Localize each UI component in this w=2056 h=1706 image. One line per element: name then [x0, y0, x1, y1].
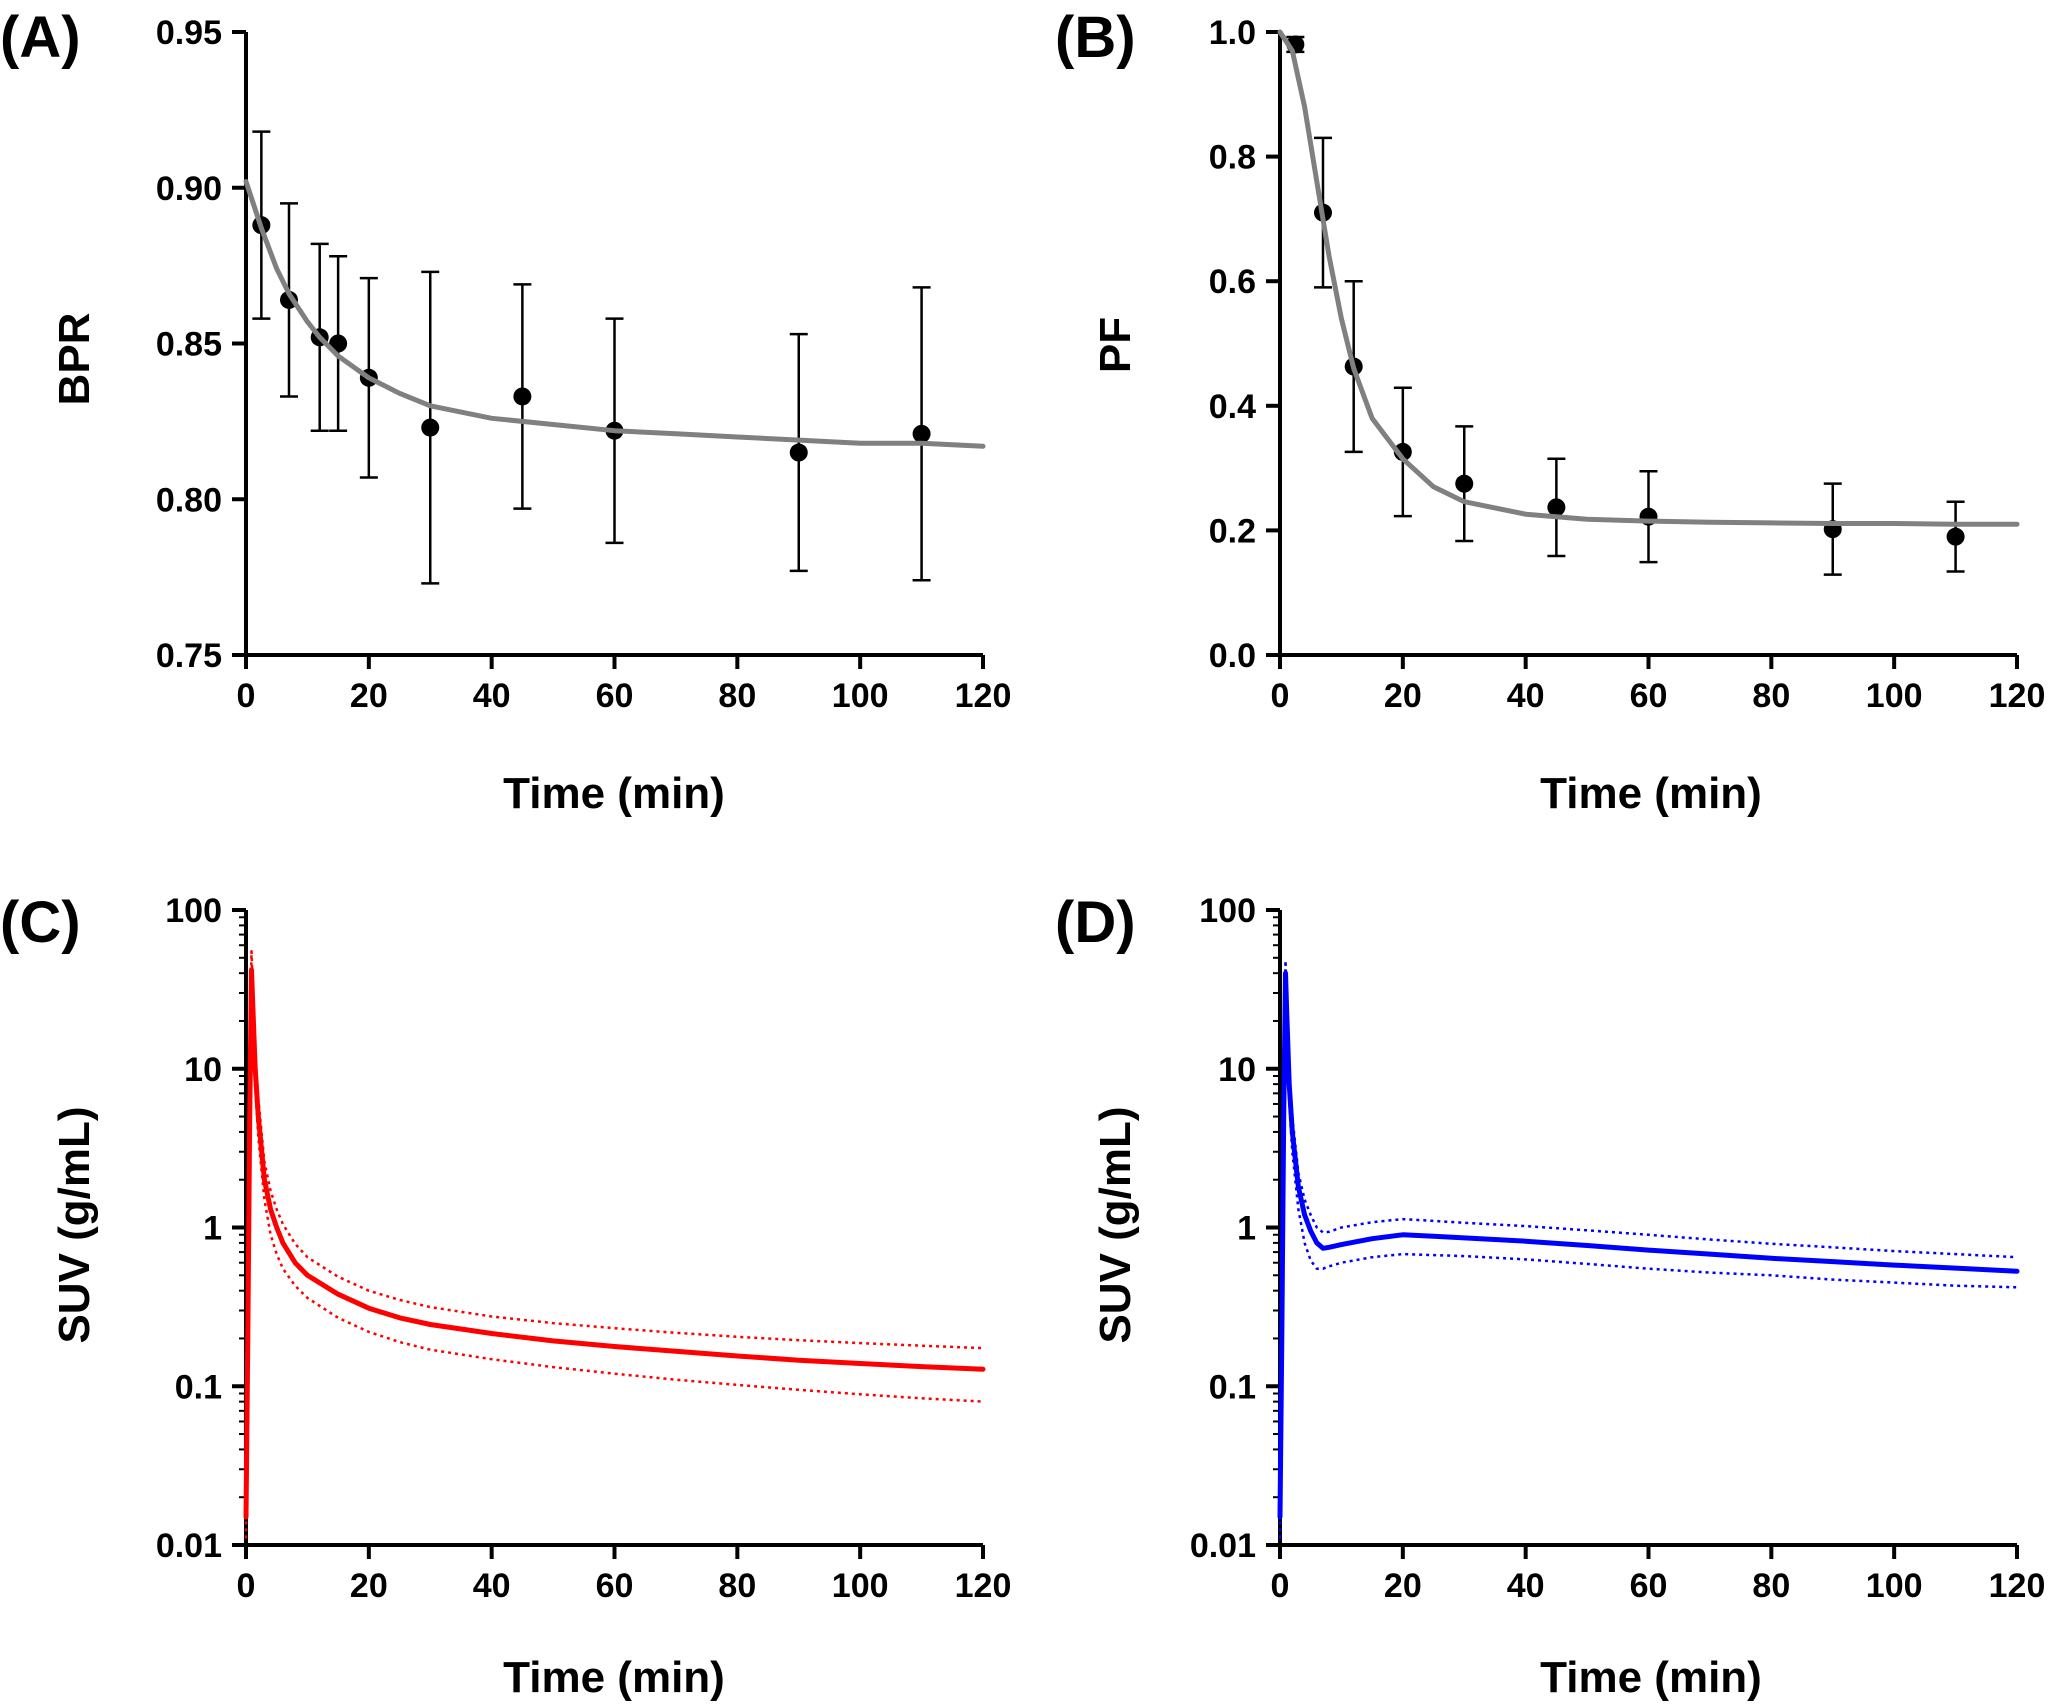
- panel-d-x-tick-label: 60: [1630, 1567, 1668, 1605]
- panel-a-y-tick-label: 0.80: [156, 481, 222, 519]
- panel-d-y-axis-title: SUV (g/mL): [1091, 1106, 1140, 1343]
- panel-d-x-tick-label: 40: [1507, 1567, 1545, 1605]
- panel-b-x-tick-label: 40: [1507, 677, 1545, 715]
- panel-a-y-axis-title: BPR: [50, 313, 99, 406]
- panel-a-x-tick-label: 100: [832, 677, 889, 715]
- panel-a: (A) Time (min) BPR 0 20 40 60 80 100 120 0.75 0.…: [0, 5, 1011, 818]
- panel-b-data-point: [1455, 474, 1474, 493]
- panel-d-lower-bound-line: [1278, 987, 2018, 1539]
- panel-a-y-tick-label: 0.95: [156, 14, 222, 52]
- panel-a-x-tick-label: 40: [473, 677, 511, 715]
- panel-b-y-tick-label: 0.0: [1209, 637, 1256, 675]
- panel-a-data-point: [789, 443, 808, 462]
- panel-d: (D) Time (min) SUV (g/mL) 0 20 40 60 80 100 12…: [1055, 890, 2045, 1702]
- panel-d-upper-bound-line: [1278, 959, 2018, 1498]
- panel-a-data-point: [912, 424, 931, 443]
- panel-b-label: (B): [1055, 5, 1136, 70]
- panel-a-x-tick-label: 20: [350, 677, 388, 715]
- panel-b-y-tick-label: 0.2: [1209, 512, 1256, 550]
- panel-b-data-point: [1946, 527, 1965, 546]
- panel-d-y-tick-label: 100: [1199, 892, 1256, 930]
- panel-d-x-axis-title: Time (min): [1540, 1653, 1762, 1702]
- panel-d-x-tick-label: 80: [1752, 1567, 1790, 1605]
- panel-c: (C) Time (min) SUV (g/mL) 0 20 40 60 80 100 12…: [0, 890, 1011, 1702]
- panel-c-x-tick-label: 0: [237, 1567, 256, 1605]
- panel-a-x-axis-title: Time (min): [503, 769, 725, 818]
- panel-c-x-tick-label: 120: [955, 1567, 1012, 1605]
- panel-b-x-tick-label: 20: [1384, 677, 1422, 715]
- panel-a-label: (A): [0, 5, 81, 70]
- panel-a-y-tick-label: 0.75: [156, 637, 222, 675]
- panel-c-x-axis-title: Time (min): [503, 1653, 725, 1702]
- panel-c-x-tick-label: 60: [596, 1567, 634, 1605]
- panel-b-y-axis-title: PF: [1091, 317, 1140, 373]
- panel-b-x-tick-label: 60: [1630, 677, 1668, 715]
- panel-b-x-tick-label: 100: [1866, 677, 1923, 715]
- panel-c-mean-line: [243, 967, 986, 1520]
- panel-d-x-tick-label: 20: [1384, 1567, 1422, 1605]
- panel-d-y-tick-label: 0.01: [1190, 1527, 1256, 1565]
- panel-c-y-axis-title: SUV (g/mL): [50, 1106, 99, 1343]
- panel-d-y-tick-label: 0.1: [1209, 1368, 1256, 1406]
- panel-a-y-tick-label: 0.85: [156, 326, 222, 364]
- panel-c-y-tick-label: 0.1: [175, 1368, 222, 1406]
- panel-a-x-tick-label: 0: [237, 677, 256, 715]
- panel-c-upper-bound-line: [244, 949, 984, 1498]
- panel-c-lower-bound-line: [244, 991, 984, 1539]
- panel-a-data-point: [513, 387, 532, 406]
- panel-b-y-tick-label: 0.8: [1209, 139, 1256, 177]
- panel-c-x-tick-label: 80: [718, 1567, 756, 1605]
- panel-d-x-tick-label: 100: [1866, 1567, 1923, 1605]
- panel-a-x-tick-label: 80: [718, 677, 756, 715]
- panel-b: (B) Time (min) PF 0 20 40 60 80 100 120 0.0 0.2 0…: [1055, 5, 2045, 818]
- panel-d-mean-line: [1277, 970, 2020, 1520]
- panel-d-label: (D): [1055, 890, 1136, 955]
- panel-a-y-tick-label: 0.90: [156, 170, 222, 208]
- panel-c-y-tick-label: 10: [184, 1051, 222, 1089]
- panel-b-x-tick-label: 120: [1989, 677, 2046, 715]
- panel-b-y-tick-label: 1.0: [1209, 14, 1256, 52]
- panel-a-x-tick-label: 60: [596, 677, 634, 715]
- panel-b-x-axis-title: Time (min): [1540, 769, 1762, 818]
- panel-c-label: (C): [0, 890, 81, 955]
- panel-b-x-tick-label: 80: [1752, 677, 1790, 715]
- panel-b-y-tick-label: 0.4: [1209, 388, 1256, 426]
- panel-c-y-tick-label: 0.01: [156, 1527, 222, 1565]
- panel-c-y-tick-label: 100: [165, 892, 222, 930]
- panel-c-x-tick-label: 20: [350, 1567, 388, 1605]
- panel-a-x-tick-label: 120: [955, 677, 1012, 715]
- panel-d-y-tick-label: 10: [1218, 1051, 1256, 1089]
- panel-d-x-tick-label: 0: [1271, 1567, 1290, 1605]
- panel-b-fit-curve: [1277, 29, 2020, 527]
- panel-c-x-tick-label: 40: [473, 1567, 511, 1605]
- panel-b-y-tick-label: 0.6: [1209, 263, 1256, 301]
- panel-d-x-tick-label: 120: [1989, 1567, 2046, 1605]
- panel-a-fit-curve: [243, 179, 986, 449]
- panel-d-y-tick-label: 1: [1237, 1210, 1256, 1248]
- panel-c-y-tick-label: 1: [203, 1210, 222, 1248]
- panel-a-data-point: [421, 418, 440, 437]
- panel-b-x-tick-label: 0: [1271, 677, 1290, 715]
- panel-b-data-point: [1547, 498, 1566, 517]
- panel-c-x-tick-label: 100: [832, 1567, 889, 1605]
